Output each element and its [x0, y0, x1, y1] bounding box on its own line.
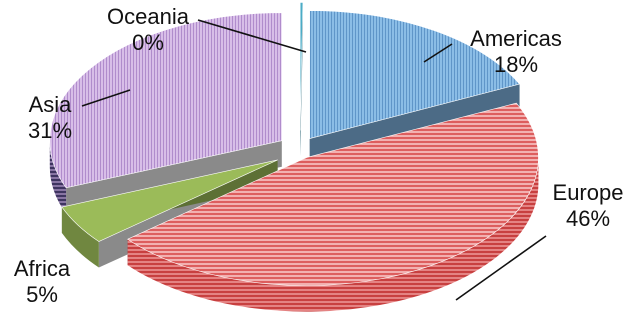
data-label-asia-name: Asia	[29, 92, 73, 117]
pie-slice-oceania	[299, 2, 304, 157]
pie-slice-oceania-top	[299, 2, 304, 131]
data-label-oceania-value: 0%	[132, 30, 164, 55]
leader-line-americas	[423, 43, 453, 63]
data-label-africa-name: Africa	[14, 256, 71, 281]
pie-slice-europe-wall	[127, 157, 539, 312]
data-label-europe-name: Europe	[553, 180, 624, 205]
leader-line-oceania	[197, 19, 307, 53]
pie-slice-asia-top	[49, 12, 283, 189]
pie-slice-europe-top	[127, 102, 539, 286]
data-label-oceania-name: Oceania	[107, 4, 190, 29]
leader-line-asia	[81, 89, 131, 107]
data-label-africa-value: 5%	[26, 282, 58, 307]
pie-slice-africa-wall	[61, 207, 99, 268]
data-label-europe-value: 46%	[566, 206, 610, 231]
pie-slice-americas-top	[309, 10, 521, 139]
leader-line-europe	[455, 235, 547, 301]
data-label-americas-name: Americas	[470, 26, 562, 51]
data-label-americas-value: 18%	[494, 52, 538, 77]
pie-slice-europe	[127, 102, 539, 312]
pie-slice-asia-wall	[49, 140, 67, 214]
pie-slice-africa-top	[61, 159, 278, 242]
data-label-asia-value: 31%	[28, 118, 72, 143]
